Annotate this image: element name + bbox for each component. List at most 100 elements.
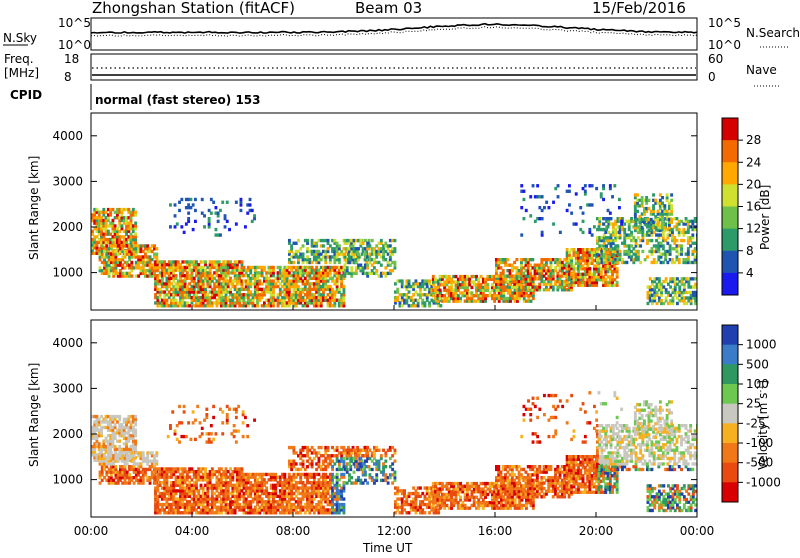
echo-cell bbox=[327, 239, 330, 242]
echo-cell bbox=[428, 279, 431, 282]
echo-cell bbox=[609, 212, 612, 215]
echo-cell bbox=[525, 209, 528, 212]
echo-cell bbox=[253, 214, 256, 217]
beam-label: Beam 03 bbox=[355, 0, 422, 17]
echo-cell bbox=[588, 267, 591, 270]
echo-cell bbox=[302, 244, 305, 247]
echo-cell bbox=[178, 209, 181, 212]
power-colorbar-label: Power [dB] bbox=[758, 185, 772, 250]
echo-cell bbox=[670, 218, 673, 221]
noise-right-tick-low: 10^0 bbox=[708, 38, 741, 52]
echo-cell bbox=[641, 226, 644, 229]
echo-cell bbox=[568, 184, 571, 187]
echo-cell bbox=[134, 211, 137, 214]
echo-cell bbox=[652, 193, 655, 196]
echo-cell bbox=[575, 222, 578, 225]
noise-right-tick-high: 10^5 bbox=[708, 16, 741, 30]
colorbar-segment bbox=[722, 184, 738, 207]
colorbar-segment bbox=[722, 251, 738, 274]
echo-cell bbox=[187, 217, 190, 220]
echo-cell bbox=[241, 260, 244, 263]
echo-cell bbox=[670, 199, 673, 202]
echo-cell bbox=[235, 201, 238, 204]
echo-cell bbox=[529, 214, 532, 217]
echo-cell bbox=[691, 233, 694, 236]
echo-cell bbox=[210, 212, 213, 215]
echo-cell bbox=[371, 239, 374, 242]
y-tick-label: 4000 bbox=[52, 129, 83, 143]
nave-right-tick-low: 0 bbox=[708, 70, 716, 84]
echo-cell bbox=[529, 195, 532, 198]
velocity-heatmap bbox=[91, 391, 699, 514]
echo-cell bbox=[548, 206, 551, 209]
colorbar-tick-label: 4 bbox=[746, 266, 754, 280]
echo-cell bbox=[596, 258, 599, 261]
echo-cell bbox=[664, 222, 667, 225]
echo-cell bbox=[568, 203, 571, 206]
echo-cell bbox=[582, 231, 585, 234]
echo-cell bbox=[582, 220, 585, 223]
echo-cell bbox=[174, 203, 177, 206]
echo-cell bbox=[523, 217, 526, 220]
echo-cell bbox=[636, 193, 639, 196]
echo-cell bbox=[665, 277, 668, 280]
echo-cell bbox=[155, 460, 158, 463]
cpid-text: normal (fast stereo) 153 bbox=[95, 93, 261, 107]
echo-cell bbox=[215, 206, 218, 209]
echo-cell bbox=[636, 210, 639, 213]
echo-cell bbox=[541, 231, 544, 234]
echo-cell bbox=[134, 429, 137, 432]
echo-cell bbox=[607, 225, 610, 228]
station-title: Zhongshan Station (fitACF) bbox=[92, 0, 295, 17]
noise-left-tick-high: 10^5 bbox=[58, 16, 91, 30]
echo-cell bbox=[602, 217, 605, 220]
echo-cell bbox=[272, 266, 275, 269]
echo-cell bbox=[552, 222, 555, 225]
colorbar-tick-label: 28 bbox=[746, 133, 761, 147]
echo-cell bbox=[208, 217, 211, 220]
echo-cell bbox=[613, 184, 616, 187]
echo-cell bbox=[169, 225, 172, 228]
echo-cell bbox=[602, 222, 605, 225]
echo-cell bbox=[598, 225, 601, 228]
echo-cell bbox=[541, 195, 544, 198]
echo-cell bbox=[192, 203, 195, 206]
colorbar-segment bbox=[722, 207, 738, 230]
echo-cell bbox=[155, 253, 158, 256]
echo-cell bbox=[566, 209, 569, 212]
echo-cell bbox=[396, 288, 399, 291]
echo-cell bbox=[557, 184, 560, 187]
echo-cell bbox=[637, 250, 640, 253]
echo-cell bbox=[595, 187, 598, 190]
colorbar-tick-label: 8 bbox=[746, 244, 754, 258]
echo-cell bbox=[531, 258, 534, 261]
echo-cell bbox=[506, 258, 509, 261]
echo-cell bbox=[593, 225, 596, 228]
echo-cell bbox=[176, 222, 179, 225]
echo-cell bbox=[579, 206, 582, 209]
echo-cell bbox=[602, 198, 605, 201]
power-heatmap bbox=[91, 184, 699, 307]
echo-cell bbox=[203, 225, 206, 228]
noise-search-line bbox=[91, 27, 697, 36]
echo-cell bbox=[134, 440, 137, 443]
echo-cell bbox=[226, 201, 229, 204]
freq-label: Freq. bbox=[4, 52, 34, 66]
echo-cell bbox=[380, 239, 383, 242]
echo-cell bbox=[610, 217, 613, 220]
echo-cell bbox=[609, 184, 612, 187]
echo-cell bbox=[115, 465, 118, 468]
echo-cell bbox=[203, 214, 206, 217]
echo-cell bbox=[235, 222, 238, 225]
echo-cell bbox=[228, 228, 231, 231]
echo-cell bbox=[661, 196, 664, 199]
echo-cell bbox=[584, 184, 587, 187]
echo-cell bbox=[670, 193, 673, 196]
echo-cell bbox=[348, 261, 351, 264]
echo-cell bbox=[322, 244, 325, 247]
echo-cell bbox=[520, 184, 523, 187]
freq-unit-label: [MHz] bbox=[4, 66, 39, 80]
echo-cell bbox=[130, 274, 133, 277]
echo-cell bbox=[641, 250, 644, 253]
